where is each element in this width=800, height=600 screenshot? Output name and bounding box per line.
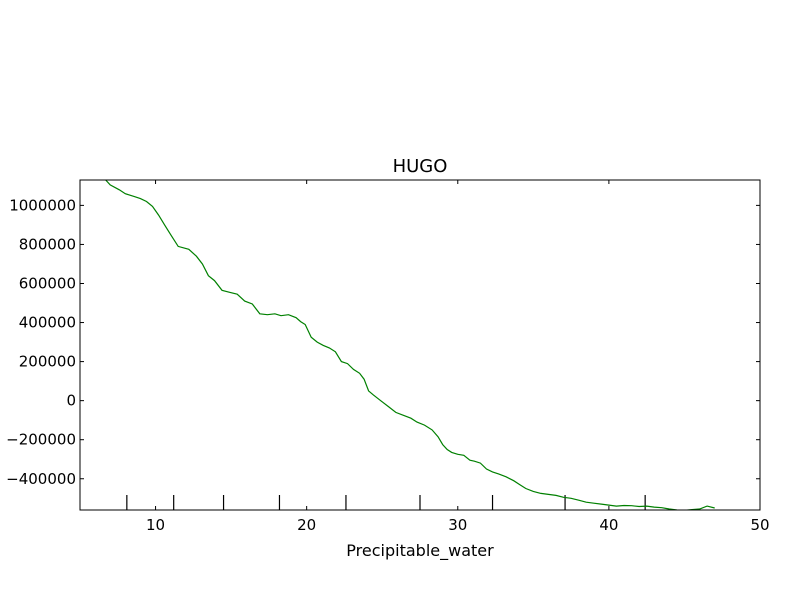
x-tick-label-30: 30 bbox=[448, 516, 467, 534]
plot-frame bbox=[79, 179, 761, 511]
chart-title: HUGO bbox=[393, 156, 448, 177]
y-tick-label-0: 0 bbox=[66, 392, 76, 410]
y-tick-label-800000: 800000 bbox=[19, 235, 76, 253]
y-tick-label--400000: −400000 bbox=[6, 470, 76, 488]
y-tick-label-1000000: 1000000 bbox=[9, 196, 76, 214]
y-tick-label-600000: 600000 bbox=[19, 274, 76, 292]
x-tick-label-40: 40 bbox=[599, 516, 618, 534]
line-layer bbox=[105, 180, 715, 510]
y-tick-label-200000: 200000 bbox=[19, 353, 76, 371]
x-axis-title: Precipitable_water bbox=[346, 541, 494, 561]
x-tick-label-50: 50 bbox=[750, 516, 769, 534]
series-line-0 bbox=[105, 180, 715, 510]
y-tick-label--200000: −200000 bbox=[6, 431, 76, 449]
tick-layer: 10 20 30 40 50 −400000 −200000 0 200000 400000 600… bbox=[6, 180, 770, 534]
x-tick-label-10: 10 bbox=[146, 516, 165, 534]
rug-layer bbox=[126, 495, 646, 510]
y-tick-label-400000: 400000 bbox=[19, 314, 76, 332]
x-tick-label-20: 20 bbox=[297, 516, 316, 534]
